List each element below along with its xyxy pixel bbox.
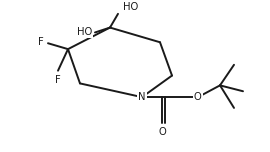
Text: HO: HO bbox=[123, 2, 138, 12]
Text: N: N bbox=[138, 92, 146, 102]
Text: O: O bbox=[158, 126, 166, 136]
Text: F: F bbox=[55, 75, 61, 85]
Text: O: O bbox=[194, 92, 202, 102]
Text: F: F bbox=[38, 37, 44, 47]
Text: HO: HO bbox=[77, 28, 92, 37]
